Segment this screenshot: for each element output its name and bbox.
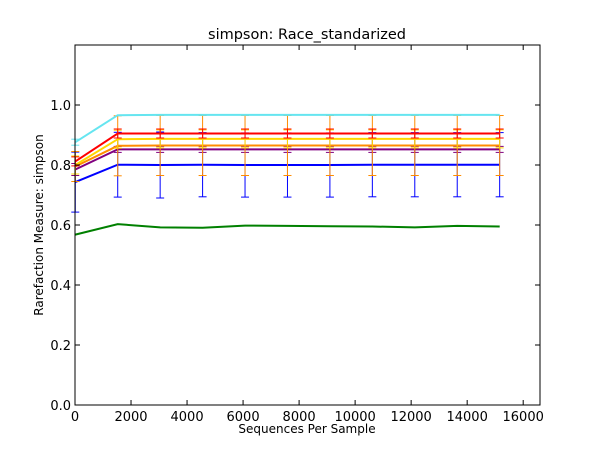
series-line	[75, 223, 500, 236]
y-tick-label: 0.4	[50, 279, 71, 294]
y-tick-label: 0.2	[50, 339, 71, 354]
x-tick-label: 10000	[334, 410, 375, 425]
y-axis-title: Rarefaction Measure: simpson	[32, 134, 46, 315]
plot-area	[71, 113, 504, 236]
plot-frame	[74, 44, 541, 406]
series-0	[75, 223, 500, 236]
y-tick-label: 1.0	[50, 99, 71, 114]
x-axis-title: Sequences Per Sample	[238, 422, 375, 436]
chart-title: simpson: Race_standarized	[208, 27, 406, 43]
x-tick-label: 6000	[227, 410, 260, 425]
x-tick-label: 12000	[390, 410, 431, 425]
y-tick-label: 0.6	[50, 219, 71, 234]
series-line	[74, 113, 500, 144]
y-tick-label: 0.8	[50, 159, 71, 174]
x-tick-label: 4000	[171, 410, 204, 425]
series-line	[74, 132, 500, 163]
x-tick-label: 16000	[503, 410, 544, 425]
series-line	[74, 137, 500, 166]
x-tick-label: 14000	[446, 410, 487, 425]
x-tick-label: 0	[71, 410, 79, 425]
x-tick-label: 2000	[114, 410, 147, 425]
y-tick-label: 0.0	[50, 399, 71, 414]
x-tick-label: 8000	[283, 410, 316, 425]
axis-ticks: 0 2000 4000 6000 8000 10000 12000 14000 16000 0.0…	[50, 45, 544, 425]
